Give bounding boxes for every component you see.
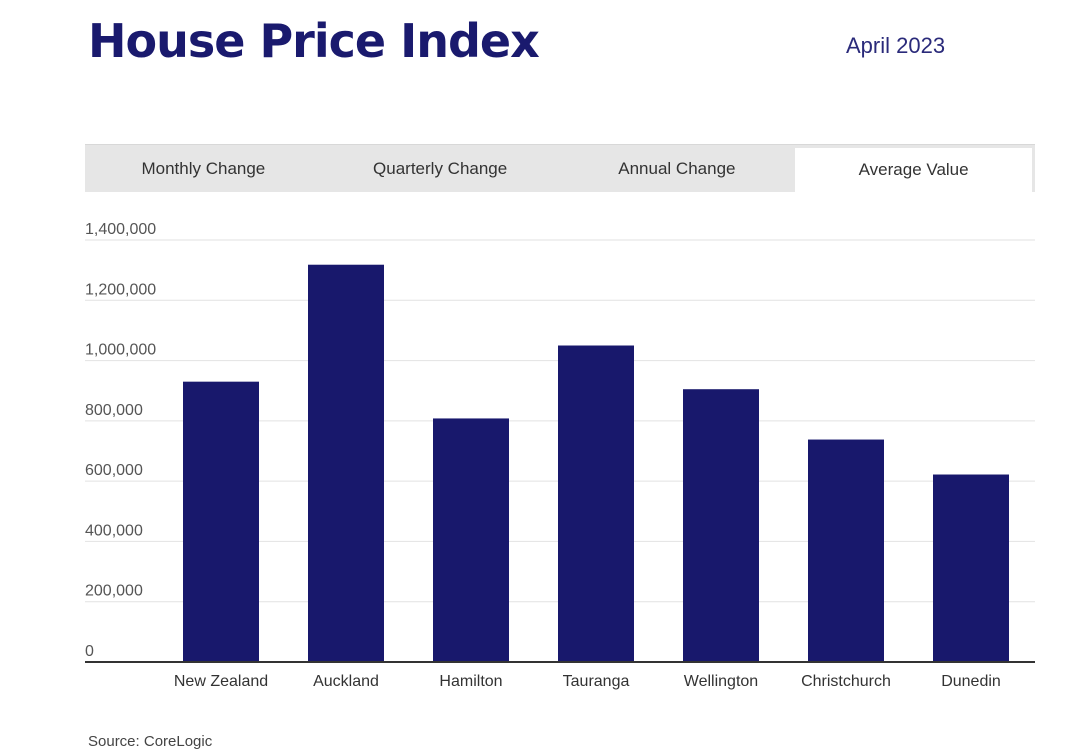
y-tick-label: 400,000 [85, 522, 143, 539]
y-tick-label: 0 [85, 643, 94, 660]
bar[interactable] [933, 474, 1009, 662]
tab-average-value[interactable]: Average Value [795, 145, 1035, 192]
x-category-label: Dunedin [941, 673, 1001, 690]
tab-bar: Monthly Change Quarterly Change Annual C… [85, 144, 1035, 192]
y-tick-label: 200,000 [85, 583, 143, 600]
x-category-label: Tauranga [563, 673, 630, 690]
x-category-label: New Zealand [174, 673, 268, 690]
x-category-label: Wellington [684, 673, 758, 690]
y-tick-label: 1,400,000 [85, 221, 156, 238]
y-tick-label: 800,000 [85, 402, 143, 419]
bar[interactable] [808, 439, 884, 662]
source-note: Source: CoreLogic [88, 733, 213, 750]
y-tick-label: 600,000 [85, 462, 143, 479]
tab-monthly-change[interactable]: Monthly Change [141, 158, 266, 178]
x-category-label: Christchurch [801, 673, 891, 690]
y-tick-label: 1,000,000 [85, 342, 156, 359]
y-tick-label: 1,200,000 [85, 281, 156, 298]
tab-annual-change[interactable]: Annual Change [618, 158, 736, 178]
bar[interactable] [558, 345, 634, 663]
bar[interactable] [183, 381, 259, 662]
bar[interactable] [433, 418, 509, 662]
x-category-label: Hamilton [439, 673, 502, 690]
x-category-label: Auckland [313, 673, 379, 690]
bar[interactable] [683, 389, 759, 662]
bar[interactable] [308, 264, 384, 662]
report-date: April 2023 [846, 33, 946, 58]
page-title: House Price Index [88, 14, 540, 68]
tab-quarterly-change[interactable]: Quarterly Change [373, 158, 508, 178]
